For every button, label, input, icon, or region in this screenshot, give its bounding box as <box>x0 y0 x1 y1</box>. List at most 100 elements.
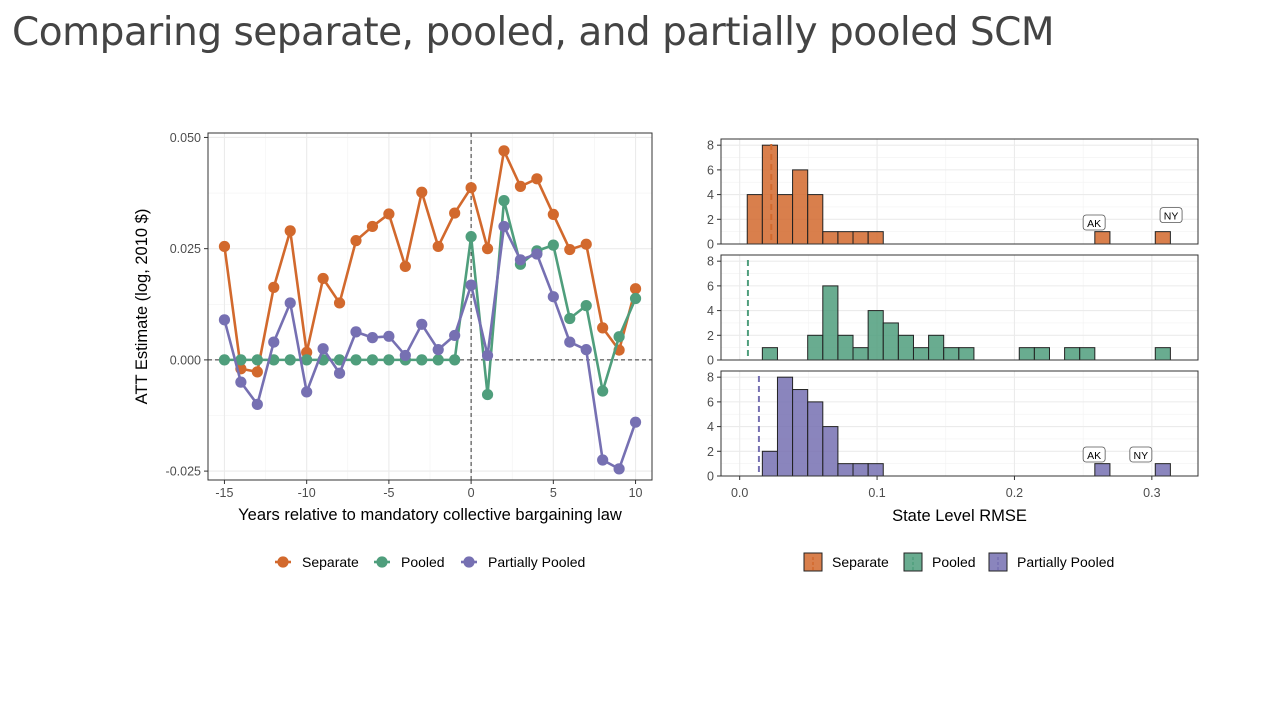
legend-key-point-separate <box>277 556 289 568</box>
data-point-partially-pooled <box>251 398 263 410</box>
data-point-partially-pooled <box>564 336 576 348</box>
panel-border <box>720 370 1199 477</box>
histogram-bar <box>1154 463 1171 477</box>
annotation-label: NY <box>1164 211 1179 223</box>
histogram-bar <box>792 389 809 477</box>
data-point-separate <box>416 186 428 198</box>
panel-border <box>720 138 1199 245</box>
x-tick-label: 0 <box>468 486 475 500</box>
histogram-bar <box>761 450 778 477</box>
y-tick-label: 0 <box>707 354 714 368</box>
histogram-panel-pooled: 0 2 4 6 8 <box>707 254 1199 368</box>
data-point-partially-pooled <box>629 416 642 428</box>
data-point-pooled <box>580 300 592 312</box>
data-point-pooled <box>564 312 576 325</box>
data-point-pooled <box>251 354 263 366</box>
annotation-box <box>1159 207 1183 223</box>
panel-background <box>721 255 1198 360</box>
data-point-partially-pooled <box>531 248 543 260</box>
annotation-label: AK <box>1087 450 1101 462</box>
data-point-pooled <box>235 354 247 366</box>
data-point-partially-pooled <box>465 279 477 291</box>
histogram-bar <box>807 334 824 361</box>
data-point-separate <box>218 240 231 253</box>
x-tick-label: 0.1 <box>868 486 885 500</box>
histogram-bar <box>897 334 914 361</box>
data-point-pooled <box>597 385 609 397</box>
y-tick-label: 8 <box>707 139 714 153</box>
annotation-box <box>1129 446 1153 463</box>
x-tick-label: 5 <box>550 486 557 500</box>
histogram-bar <box>822 426 839 477</box>
data-point-separate <box>399 260 411 273</box>
data-point-separate <box>531 173 543 185</box>
annotation-ak: AK <box>1082 214 1106 231</box>
slide-title: Comparing separate, pooled, and partiall… <box>12 10 1055 55</box>
histogram-bar <box>1154 231 1171 245</box>
data-point-separate <box>481 243 494 255</box>
data-point-separate <box>449 207 461 219</box>
data-point-separate <box>465 182 477 194</box>
histogram-bar <box>912 347 930 361</box>
histogram-bar <box>852 463 869 477</box>
legend-label-pooled: Pooled <box>401 554 445 570</box>
x-axis-title: Years relative to mandatory collective b… <box>238 506 622 524</box>
y-tick-label: 0.025 <box>170 242 201 256</box>
data-point-partially-pooled <box>597 454 609 466</box>
rmse-histogram-chart: 0 2 4 6 8 AK NY 0 2 4 6 8 0 2 4 6 8 AK NY 0.0 0.1 0.2 0.3 State… <box>707 138 1199 572</box>
data-point-separate <box>383 208 395 220</box>
legend-label-separate: Separate <box>302 554 359 570</box>
histogram-bar <box>822 231 839 245</box>
histogram-bar <box>776 194 794 245</box>
data-point-partially-pooled <box>481 349 494 362</box>
histogram-bar <box>958 347 975 361</box>
data-point-separate <box>366 220 379 233</box>
histogram-bar <box>1094 463 1111 477</box>
data-point-partially-pooled <box>235 376 247 388</box>
histogram-panel-partially-pooled: 0 2 4 6 8 AK NY <box>707 370 1199 484</box>
y-tick-label: 0.000 <box>170 353 201 367</box>
y-tick-label: 2 <box>707 445 714 459</box>
histogram-bar <box>1079 347 1096 361</box>
data-point-pooled <box>383 354 395 366</box>
histogram-bar <box>1064 347 1081 361</box>
histogram-bar <box>761 347 778 361</box>
data-point-partially-pooled <box>333 367 346 379</box>
plot-border <box>207 132 653 481</box>
x-tick-label: 0.3 <box>1143 486 1160 500</box>
histogram-bar <box>792 169 809 245</box>
histogram-bar <box>1094 231 1111 245</box>
data-point-partially-pooled <box>218 314 231 326</box>
histogram-bar <box>807 401 824 477</box>
histogram-bar <box>943 347 960 361</box>
data-point-partially-pooled <box>498 220 510 233</box>
y-tick-label: -0.025 <box>166 465 201 479</box>
data-point-pooled <box>301 354 313 366</box>
data-point-pooled <box>366 354 379 366</box>
data-point-separate <box>514 180 527 192</box>
histogram-bar <box>928 334 945 361</box>
annotation-ak: AK <box>1082 446 1106 463</box>
annotation-ny: NY <box>1159 207 1183 223</box>
annotation-box <box>1082 214 1106 231</box>
y-tick-label: 2 <box>707 329 714 343</box>
histogram-bar <box>807 194 824 245</box>
histogram-bar <box>1033 347 1050 361</box>
histogram-bar <box>852 231 869 245</box>
data-point-partially-pooled <box>399 349 411 362</box>
data-point-pooled <box>481 388 494 401</box>
x-tick-label: -5 <box>383 486 394 500</box>
data-point-partially-pooled <box>514 254 527 266</box>
histogram-bar <box>867 231 884 245</box>
y-tick-label: 4 <box>707 188 714 202</box>
data-point-partially-pooled <box>317 343 329 355</box>
y-tick-label: 6 <box>707 279 714 293</box>
histogram-bar <box>1154 347 1171 361</box>
annotation-ny: NY <box>1129 446 1153 463</box>
data-point-pooled <box>432 354 444 366</box>
data-point-partially-pooled <box>268 336 280 348</box>
data-point-separate <box>564 243 576 256</box>
legend-key-point-partially-pooled <box>463 556 475 568</box>
data-point-separate <box>350 235 362 247</box>
y-tick-label: 0 <box>707 238 714 252</box>
